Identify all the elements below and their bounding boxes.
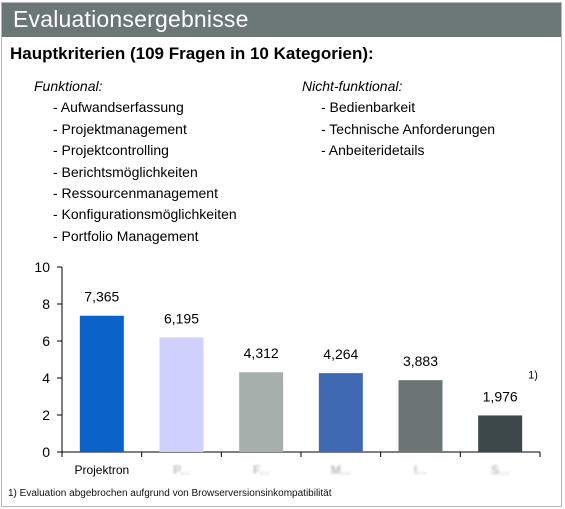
y-tick-label: 10 <box>34 259 50 275</box>
y-tick-label: 0 <box>42 444 50 460</box>
y-tick-label: 6 <box>42 333 50 349</box>
x-category-label: M... <box>331 463 351 477</box>
functional-item: - Ressourcenmanagement <box>53 185 218 202</box>
functional-item: - Berichtsmöglichkeiten <box>53 163 198 180</box>
x-category-label: F... <box>253 463 269 477</box>
bar <box>398 380 443 452</box>
nonfunctional-item: - Technische Anforderungen <box>321 120 496 137</box>
y-tick-label: 8 <box>42 296 50 312</box>
functional-item: - Aufwandserfassung <box>53 99 184 116</box>
x-category-label: P... <box>173 463 189 477</box>
functional-item: - Projektmanagement <box>53 120 187 137</box>
footnote-marker: 1) <box>528 369 538 381</box>
bar-value-label: 1,976 <box>483 388 518 404</box>
x-category-label: Projektron <box>74 463 129 477</box>
y-tick-label: 4 <box>42 370 50 386</box>
nonfunctional-criteria-list: Nicht-funktional: - Bedienbarkeit - Tech… <box>302 76 495 162</box>
bar <box>79 315 124 452</box>
criteria-heading: Hauptkriterien (109 Fragen in 10 Kategor… <box>10 44 374 63</box>
bar-value-label: 6,195 <box>164 310 199 326</box>
bar-value-label: 4,312 <box>244 345 279 361</box>
bar <box>318 373 363 452</box>
functional-criteria-list: Funktional: - Aufwandserfassung - Projek… <box>34 76 237 247</box>
bar <box>239 372 284 452</box>
nonfunctional-item: - Anbeiteridetails <box>321 142 425 159</box>
x-category-label: S... <box>491 463 509 477</box>
nonfunctional-item: - Bedienbarkeit <box>321 99 416 116</box>
functional-item: - Konfigurationsmöglichkeiten <box>53 206 237 223</box>
functional-item: - Projektcontrolling <box>53 142 169 159</box>
bar-value-label: 7,365 <box>84 289 119 305</box>
bar <box>478 415 523 452</box>
nonfunctional-caption: Nicht-funktional: <box>302 78 403 94</box>
x-category-label: I... <box>414 463 427 477</box>
bar-value-label: 3,883 <box>403 353 438 369</box>
functional-caption: Funktional: <box>34 78 103 94</box>
page-title: Evaluationsergebnisse <box>13 6 249 32</box>
bar-value-label: 4,264 <box>323 346 358 362</box>
y-tick-label: 2 <box>42 407 50 423</box>
title-bar: Evaluationsergebnisse <box>2 3 561 37</box>
footnote: 1) Evaluation abgebrochen aufgrund von B… <box>8 488 332 499</box>
functional-item: - Portfolio Management <box>53 227 199 244</box>
bar <box>159 337 204 452</box>
